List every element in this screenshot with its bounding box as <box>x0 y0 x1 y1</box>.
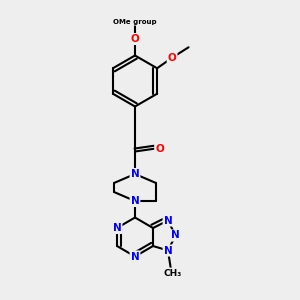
Text: N: N <box>171 230 180 241</box>
Text: N: N <box>130 169 140 179</box>
Text: O: O <box>155 143 164 154</box>
Text: CH₃: CH₃ <box>164 268 181 278</box>
Text: N: N <box>164 245 172 256</box>
Text: N: N <box>130 196 140 206</box>
Text: OMe group: OMe group <box>113 19 157 25</box>
Text: O: O <box>168 53 176 63</box>
Text: O: O <box>130 34 140 44</box>
Text: N: N <box>164 215 172 226</box>
Text: N: N <box>130 251 140 262</box>
Text: N: N <box>112 223 122 233</box>
